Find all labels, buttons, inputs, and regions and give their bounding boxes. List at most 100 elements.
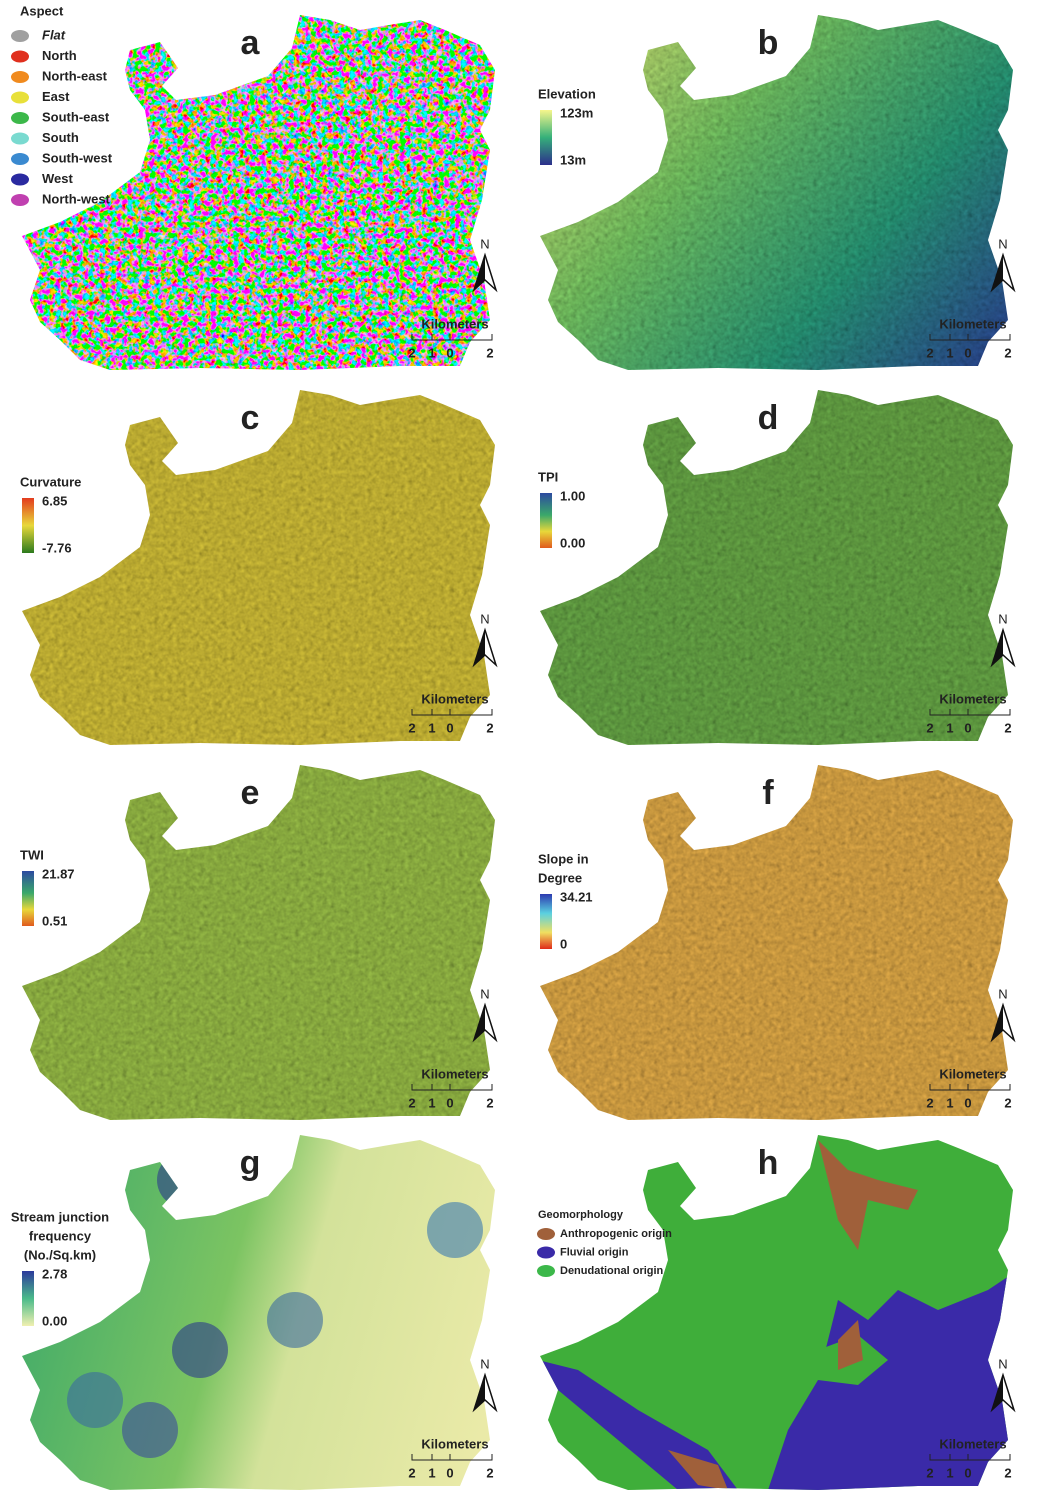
- legend-title: (No./Sq.km): [24, 1247, 96, 1262]
- legend-item: South-east: [42, 109, 110, 124]
- scale-tick: 0: [964, 1095, 971, 1110]
- scale-tick: 2: [486, 1095, 493, 1110]
- legend-swatch: [11, 133, 29, 145]
- panel-label: g: [240, 1144, 261, 1182]
- hotspot: [122, 1402, 178, 1458]
- legend-title: Elevation: [538, 86, 596, 101]
- scale-tick: 0: [446, 1465, 453, 1480]
- scale-tick: 2: [486, 345, 493, 360]
- scale-tick: 1: [946, 345, 953, 360]
- scale-title: Kilometers: [421, 691, 488, 706]
- scale-tick: 2: [926, 720, 933, 735]
- scale-tick: 1: [946, 720, 953, 735]
- scale-tick: 2: [486, 1465, 493, 1480]
- north-label: N: [480, 236, 489, 251]
- scale-tick: 2: [1004, 720, 1011, 735]
- legend-title: Geomorphology: [538, 1209, 624, 1221]
- legend-item: Anthropogenic origin: [560, 1228, 672, 1240]
- hotspot: [172, 1322, 228, 1378]
- scale-tick: 2: [408, 345, 415, 360]
- scale-title: Kilometers: [421, 316, 488, 331]
- scale-title: Kilometers: [421, 1066, 488, 1081]
- scale-tick: 1: [428, 1465, 435, 1480]
- legend-title: TWI: [20, 847, 44, 862]
- legend-swatch: [11, 51, 29, 63]
- scale-title: Kilometers: [939, 691, 1006, 706]
- legend-min: 0.51: [42, 913, 67, 928]
- legend-swatch: [11, 194, 29, 206]
- legend-title: Slope in: [538, 851, 589, 866]
- hotspot: [157, 1152, 213, 1208]
- legend-item: North-west: [42, 191, 111, 206]
- panel-label: a: [241, 24, 261, 62]
- colorbar: [540, 110, 552, 165]
- panel-label: e: [241, 774, 260, 812]
- scale-title: Kilometers: [939, 316, 1006, 331]
- legend-title: Stream junction: [11, 1209, 109, 1224]
- panel-label: f: [762, 774, 774, 812]
- north-label: N: [480, 611, 489, 626]
- map-panel: aAspectFlatNorthNorth-eastEastSouth-east…: [0, 0, 518, 375]
- colorbar: [22, 498, 34, 553]
- legend-item: South: [42, 130, 79, 145]
- legend-item: Fluvial origin: [560, 1246, 629, 1258]
- legend-item: North-east: [42, 68, 108, 83]
- north-label: N: [480, 1356, 489, 1371]
- scale-title: Kilometers: [939, 1436, 1006, 1451]
- figure: aAspectFlatNorthNorth-eastEastSouth-east…: [0, 0, 1037, 1492]
- legend-min: -7.76: [42, 540, 72, 555]
- panel-label: d: [758, 399, 779, 437]
- map-panel: g Stream junction frequency (No./Sq.km) 2.78…: [0, 1120, 518, 1492]
- legend-min: 0: [560, 936, 567, 951]
- colorbar: [540, 894, 552, 949]
- scale-tick: 1: [428, 720, 435, 735]
- scale-tick: 0: [964, 1465, 971, 1480]
- map-panel: dTPI1.000.00NKilometers2102: [518, 375, 1036, 750]
- legend-max: 123m: [560, 105, 593, 120]
- legend-title: frequency: [29, 1228, 92, 1243]
- scale-tick: 0: [964, 345, 971, 360]
- legend-title: Aspect: [20, 3, 64, 18]
- scale-tick: 0: [446, 1095, 453, 1110]
- scale-tick: 0: [446, 720, 453, 735]
- scale-title: Kilometers: [939, 1066, 1006, 1081]
- scale-tick: 1: [428, 345, 435, 360]
- colorbar: [22, 1271, 34, 1326]
- scale-tick: 2: [926, 345, 933, 360]
- scale-tick: 1: [946, 1465, 953, 1480]
- scale-tick: 2: [1004, 1095, 1011, 1110]
- legend-item: Denudational origin: [560, 1265, 664, 1277]
- legend-max: 34.21: [560, 889, 593, 904]
- hotspot: [67, 1372, 123, 1428]
- scale-tick: 2: [1004, 345, 1011, 360]
- scale-tick: 2: [486, 720, 493, 735]
- legend-swatch: [11, 153, 29, 165]
- legend-max: 6.85: [42, 493, 67, 508]
- north-label: N: [480, 986, 489, 1001]
- legend-min: 13m: [560, 152, 586, 167]
- legend-swatch: [11, 71, 29, 83]
- scale-tick: 0: [446, 345, 453, 360]
- legend-swatch: [11, 174, 29, 186]
- scale-tick: 2: [1004, 1465, 1011, 1480]
- north-label: N: [998, 1356, 1007, 1371]
- scale-tick: 1: [946, 1095, 953, 1110]
- hotspot: [267, 1292, 323, 1348]
- north-label: N: [998, 611, 1007, 626]
- legend-title: Degree: [538, 870, 582, 885]
- hotspot: [427, 1202, 483, 1258]
- scale-tick: 2: [408, 1465, 415, 1480]
- legend-max: 2.78: [42, 1266, 67, 1281]
- scale-tick: 2: [926, 1095, 933, 1110]
- scale-tick: 2: [408, 1095, 415, 1110]
- legend-max: 1.00: [560, 488, 585, 503]
- panel-label: b: [758, 24, 779, 62]
- legend-min: 0.00: [42, 1313, 67, 1328]
- legend-swatch: [11, 112, 29, 124]
- legend-swatch: [537, 1265, 555, 1277]
- legend-title: TPI: [538, 469, 558, 484]
